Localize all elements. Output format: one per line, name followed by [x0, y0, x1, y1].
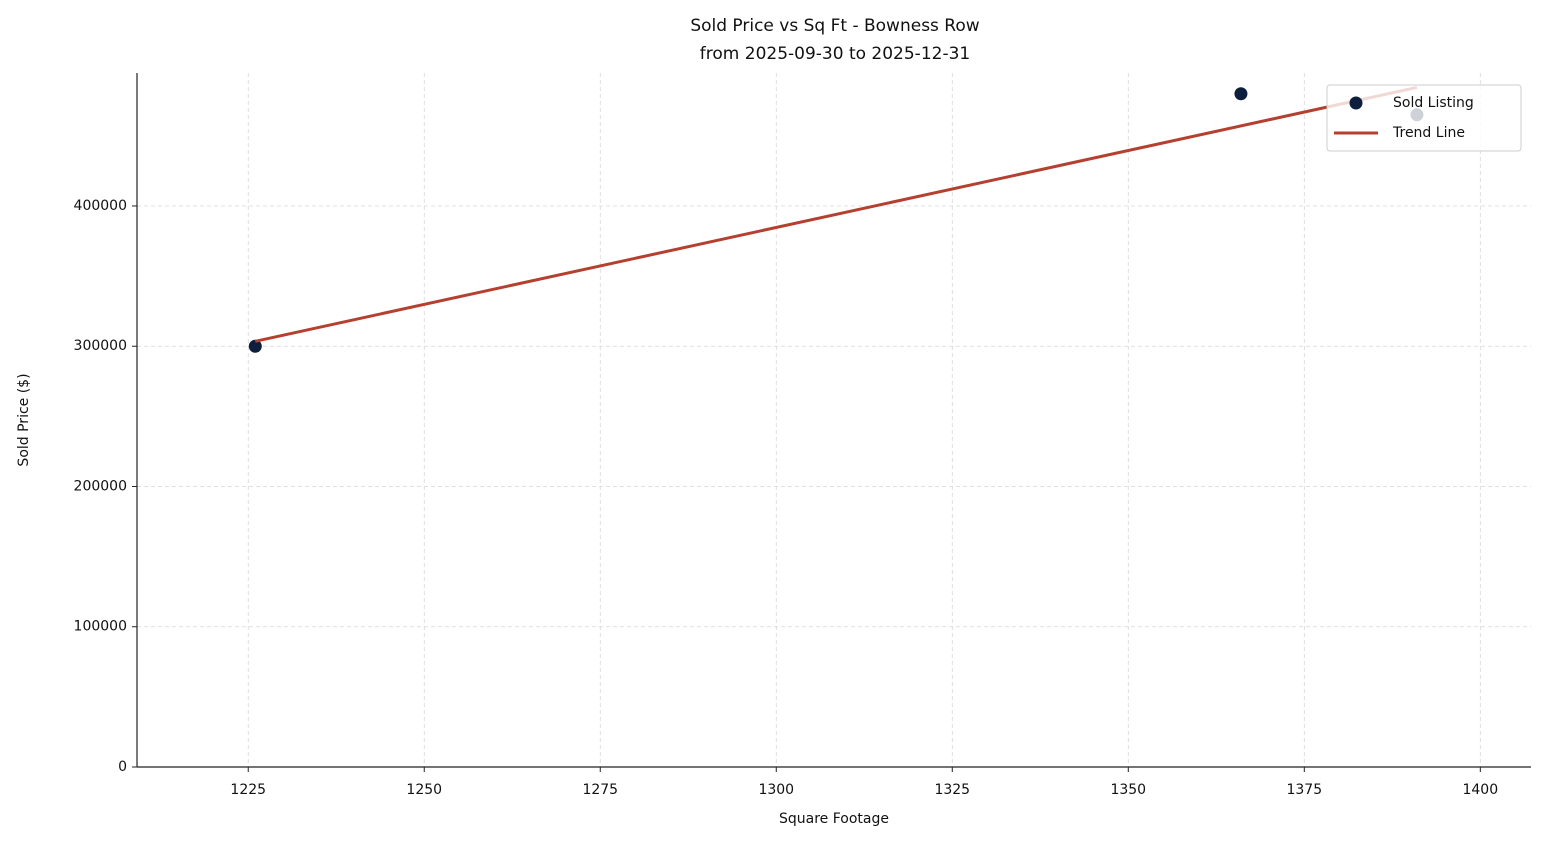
- y-tick-label: 300000: [74, 338, 127, 354]
- y-axis-label: Sold Price ($): [16, 373, 32, 466]
- plot: [248, 85, 1424, 353]
- x-tick-label: 1225: [230, 782, 266, 798]
- y-tick-label: 400000: [74, 198, 127, 214]
- x-axis-label: Square Footage: [779, 811, 889, 827]
- chart-title: Sold Price vs Sq Ft - Bowness Row: [690, 16, 979, 36]
- y-tick-label: 100000: [74, 619, 127, 635]
- point: [248, 339, 262, 353]
- point: [1234, 87, 1248, 101]
- chart-subtitle: from 2025-09-30 to 2025-12-31: [700, 44, 970, 64]
- x-tick-label: 1400: [1462, 782, 1498, 798]
- legend-label: Trend Line: [1392, 125, 1465, 141]
- y-tick-label: 0: [118, 759, 127, 775]
- grid: 1225 1250 1275 1300 1325 1350 1375 1400 0 100000 2…: [74, 73, 1531, 798]
- y-tick-label: 200000: [74, 478, 127, 494]
- trend-line: [254, 85, 1418, 343]
- legend: Sold Listing Trend Line: [1326, 84, 1522, 152]
- legend-label: Sold Listing: [1393, 95, 1474, 111]
- x-tick-label: 1250: [406, 782, 442, 798]
- x-tick-label: 1275: [582, 782, 618, 798]
- x-tick-label: 1350: [1110, 782, 1146, 798]
- legend-swatch: [1349, 96, 1363, 110]
- x-tick-label: 1375: [1286, 782, 1322, 798]
- x-tick-label: 1300: [758, 782, 794, 798]
- x-tick-label: 1325: [934, 782, 970, 798]
